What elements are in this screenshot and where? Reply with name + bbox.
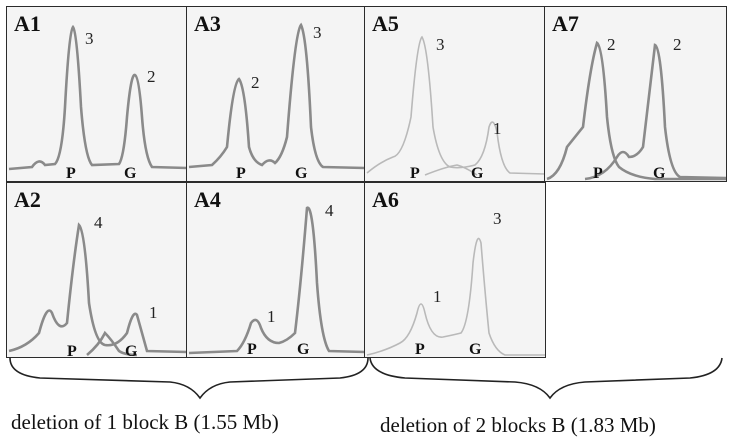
trace-a5-minor xyxy=(424,164,478,176)
panel-a6: A6 1 3 P G xyxy=(364,182,546,358)
peak-count: 1 xyxy=(267,307,276,326)
peak-letter-g: G xyxy=(297,341,310,358)
brace-right xyxy=(369,357,723,400)
peak-count: 1 xyxy=(493,119,502,138)
peak-letter-p: P xyxy=(415,341,425,358)
trace-a6 xyxy=(366,237,545,356)
trace-a7-g xyxy=(584,43,726,181)
panel-a4: A4 1 4 P G xyxy=(186,182,366,358)
panel-a7: A7 2 2 P G xyxy=(544,6,727,182)
electropherogram-a1 xyxy=(8,24,187,171)
peak-count: 1 xyxy=(149,303,158,322)
trace-a4 xyxy=(188,206,365,355)
peak-letter-p: P xyxy=(593,165,603,182)
trace-a5 xyxy=(366,35,545,175)
peak-count: 3 xyxy=(313,23,322,42)
peak-count: 3 xyxy=(85,29,94,48)
peak-count: 4 xyxy=(325,201,334,220)
peak-letter-g: G xyxy=(125,343,138,358)
peak-count: 1 xyxy=(433,287,442,306)
panel-a3: A3 2 3 P G xyxy=(186,6,366,182)
electropherogram-a7 xyxy=(546,40,726,181)
panel-a1: A1 3 2 P G xyxy=(6,6,188,182)
panel-label: A4 xyxy=(194,187,221,212)
peak-letter-p: P xyxy=(66,165,76,182)
peak-letter-g: G xyxy=(124,165,137,182)
panel-label: A1 xyxy=(14,11,41,36)
peak-letter-p: P xyxy=(247,341,257,358)
peak-count: 3 xyxy=(493,209,502,228)
peak-letter-g: G xyxy=(653,165,666,182)
trace-a7-p xyxy=(546,40,726,181)
panel-label: A6 xyxy=(372,187,399,212)
panel-a5: A5 3 1 P G xyxy=(364,6,546,182)
electropherogram-a5 xyxy=(366,35,545,176)
electropherogram-a2 xyxy=(8,222,187,357)
peak-count: 2 xyxy=(147,67,156,86)
peak-letter-p: P xyxy=(236,165,246,182)
electropherogram-a3 xyxy=(188,22,365,170)
peak-letter-p: P xyxy=(67,343,77,358)
panel-label: A3 xyxy=(194,11,221,36)
panel-label: A5 xyxy=(372,11,399,36)
brace-left xyxy=(9,357,369,400)
peak-count: 4 xyxy=(94,213,103,232)
peak-letter-g: G xyxy=(471,165,484,182)
peak-letter-g: G xyxy=(469,341,482,358)
trace-a1 xyxy=(8,24,187,171)
trace-a2 xyxy=(8,222,187,354)
panel-label: A7 xyxy=(552,11,579,36)
trace-a3 xyxy=(188,22,365,170)
peak-letter-g: G xyxy=(295,165,308,182)
caption-right: deletion of 2 blocks B (1.83 Mb) xyxy=(380,413,656,437)
peak-count: 3 xyxy=(436,35,445,54)
trace-a2-minor xyxy=(86,330,138,357)
peak-count: 2 xyxy=(607,35,616,54)
peak-count: 2 xyxy=(673,35,682,54)
peak-count: 2 xyxy=(251,73,260,92)
electropherogram-a6 xyxy=(366,237,545,356)
panel-label: A2 xyxy=(14,187,41,212)
electropherogram-a4 xyxy=(188,206,365,355)
panel-a2: A2 4 1 P G xyxy=(6,182,188,358)
peak-letter-p: P xyxy=(410,165,420,182)
caption-left: deletion of 1 block B (1.55 Mb) xyxy=(11,410,279,434)
